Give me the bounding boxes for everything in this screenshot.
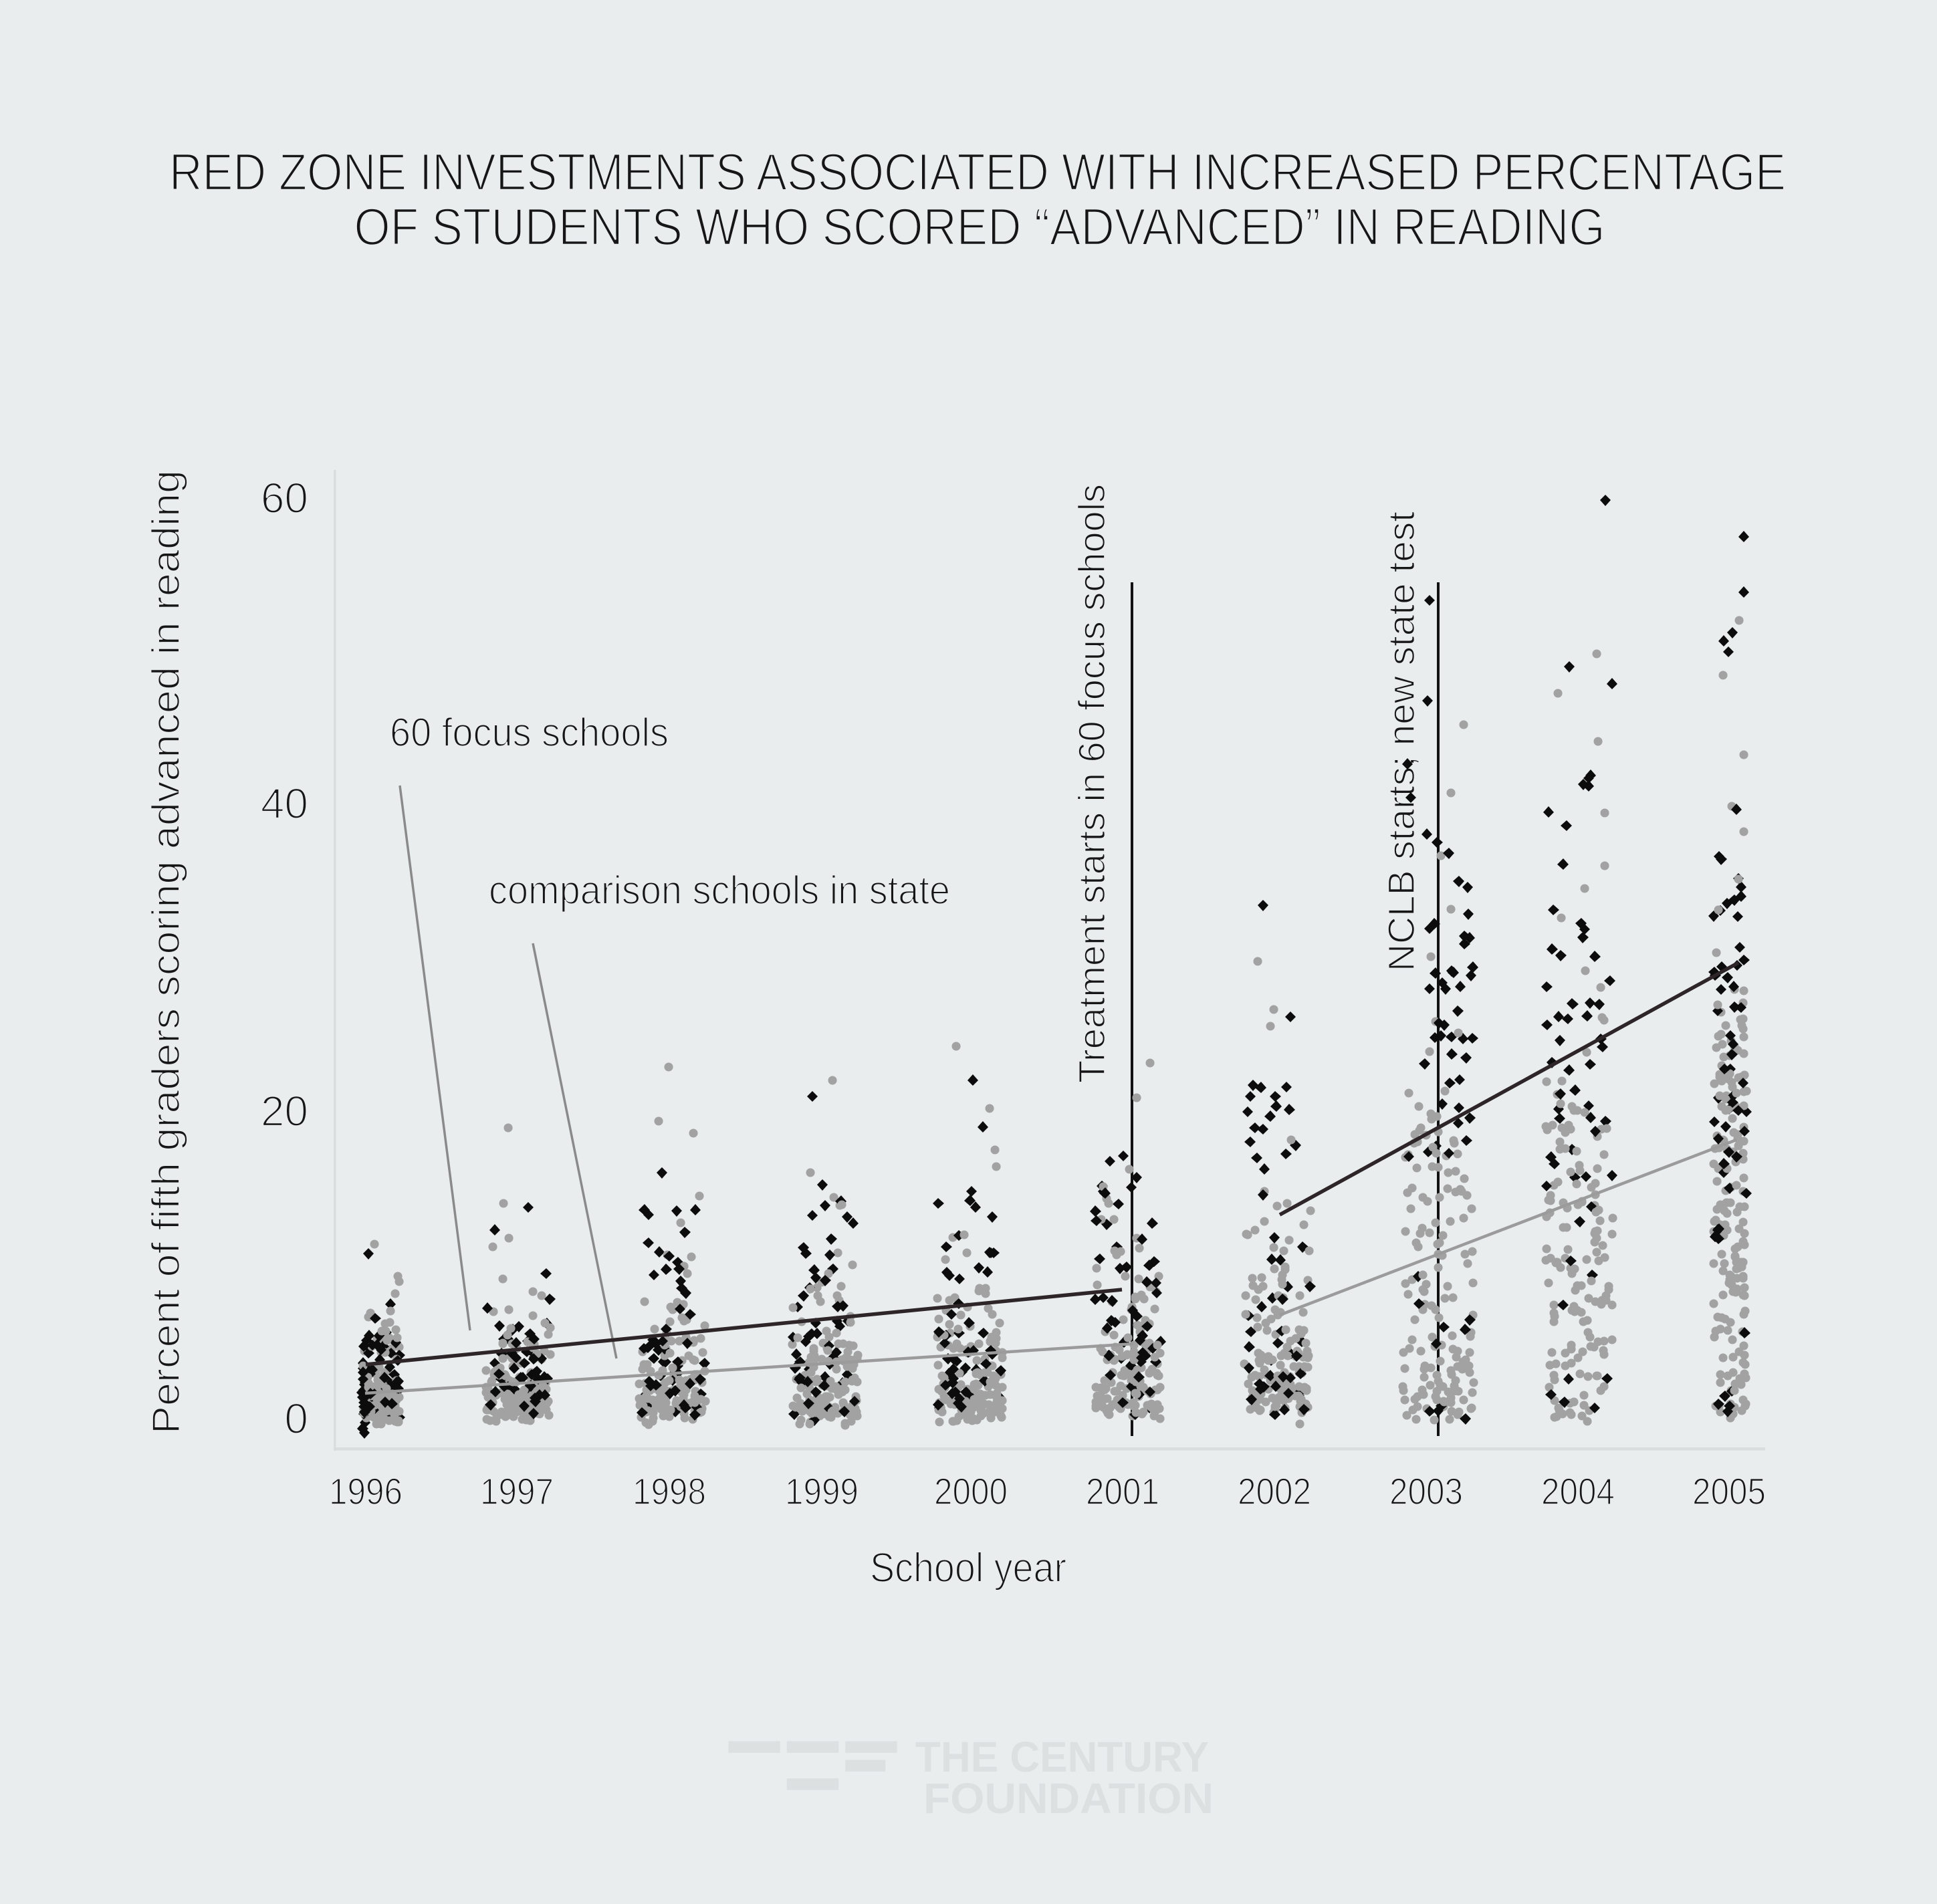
svg-text:FOUNDATION: FOUNDATION xyxy=(923,1774,1214,1822)
svg-text:2002: 2002 xyxy=(1238,1470,1311,1512)
svg-text:1998: 1998 xyxy=(633,1470,706,1512)
svg-text:1999: 1999 xyxy=(785,1470,859,1512)
svg-text:0: 0 xyxy=(284,1395,308,1443)
svg-text:Percent of fifth graders scori: Percent of fifth graders scoring advance… xyxy=(144,470,188,1434)
svg-text:1996: 1996 xyxy=(329,1470,403,1512)
svg-text:20: 20 xyxy=(261,1087,308,1135)
svg-text:1997: 1997 xyxy=(480,1470,554,1512)
svg-text:comparison schools in state: comparison schools in state xyxy=(489,868,950,913)
svg-text:2005: 2005 xyxy=(1692,1470,1766,1512)
svg-text:2000: 2000 xyxy=(934,1470,1008,1512)
svg-text:60 focus schools: 60 focus schools xyxy=(390,710,669,755)
svg-text:NCLB starts; new state test: NCLB starts; new state test xyxy=(1380,511,1422,971)
svg-text:2001: 2001 xyxy=(1086,1470,1159,1512)
svg-text:OF STUDENTS WHO SCORED “ADVANC: OF STUDENTS WHO SCORED “ADVANCED” IN REA… xyxy=(354,197,1605,256)
svg-text:THE CENTURY: THE CENTURY xyxy=(915,1733,1209,1781)
svg-text:Treatment starts in 60 focus s: Treatment starts in 60 focus schools xyxy=(1070,484,1113,1083)
svg-text:School year: School year xyxy=(870,1545,1066,1591)
svg-text:2004: 2004 xyxy=(1541,1470,1615,1512)
svg-text:RED ZONE INVESTMENTS ASSOCIATE: RED ZONE INVESTMENTS ASSOCIATED WITH INC… xyxy=(169,142,1786,201)
svg-text:60: 60 xyxy=(261,474,308,522)
svg-text:2003: 2003 xyxy=(1389,1470,1463,1512)
svg-text:40: 40 xyxy=(261,780,308,828)
